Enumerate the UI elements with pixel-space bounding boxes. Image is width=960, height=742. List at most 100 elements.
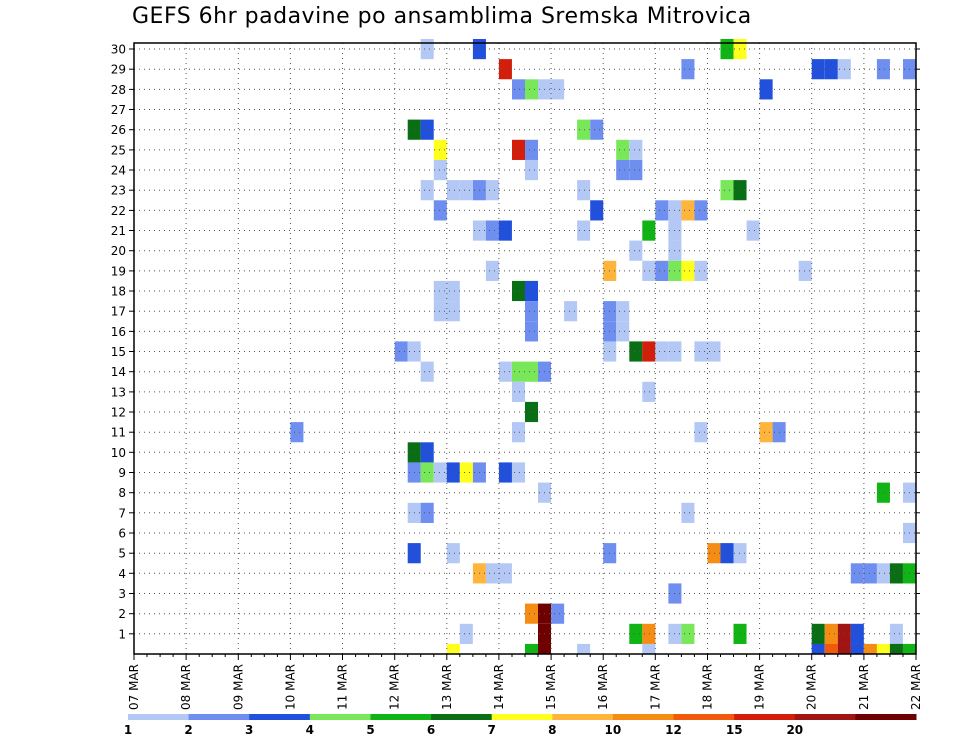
- heatmap-cell: [642, 341, 656, 362]
- heatmap-cell: [551, 79, 565, 100]
- heatmap-cell: [446, 301, 460, 322]
- heatmap-cell: [564, 301, 578, 322]
- chart-title: GEFS 6hr padavine po ansamblima Sremska …: [132, 4, 752, 29]
- heatmap-cell: [720, 543, 734, 564]
- heatmap-cell: [577, 119, 591, 140]
- heatmap-cell: [616, 321, 630, 342]
- plot-frame: [133, 42, 917, 655]
- y-tick-label: 10: [111, 446, 126, 460]
- heatmap-cell: [655, 200, 669, 221]
- legend-label: 4: [306, 723, 314, 737]
- heatmap-cell: [525, 321, 539, 342]
- heatmap-cell: [290, 422, 304, 443]
- heatmap-cell: [876, 643, 890, 654]
- y-tick-label: 4: [118, 567, 126, 581]
- heatmap-cell: [577, 643, 591, 654]
- x-tick-label: 08 MAR: [179, 664, 193, 710]
- heatmap-cell: [863, 563, 877, 584]
- x-tick-label: 15 MAR: [544, 664, 558, 710]
- heatmap-cells: [290, 39, 917, 654]
- y-tick-label: 24: [111, 164, 126, 178]
- legend-swatch: [370, 714, 432, 720]
- heatmap-cell: [629, 160, 643, 181]
- y-tick-label: 28: [111, 83, 126, 97]
- heatmap-cell: [694, 341, 708, 362]
- y-tick-label: 16: [111, 325, 126, 339]
- heatmap-cell: [498, 462, 512, 483]
- heatmap-cell: [485, 220, 499, 241]
- heatmap-cell: [512, 361, 526, 382]
- heatmap-cell: [525, 139, 539, 160]
- y-tick-label: 14: [111, 365, 126, 379]
- heatmap-cell: [525, 643, 539, 654]
- heatmap-cell: [694, 422, 708, 443]
- legend-swatch: [431, 714, 493, 720]
- heatmap-cell: [512, 422, 526, 443]
- legend-label: 20: [786, 723, 803, 737]
- heatmap-cell: [446, 462, 460, 483]
- x-axis: 07 MAR 08 MAR 09 MAR 10 MAR 11 MAR 12 MAR 13 M…: [127, 654, 923, 710]
- heatmap-cell: [850, 623, 864, 644]
- heatmap-cell: [498, 59, 512, 80]
- heatmap-cell: [629, 139, 643, 160]
- heatmap-cell: [903, 643, 917, 654]
- heatmap-cell: [629, 341, 643, 362]
- heatmap-cell: [837, 643, 851, 654]
- heatmap-cell: [420, 119, 434, 140]
- heatmap-cell: [642, 643, 656, 654]
- heatmap-cell: [746, 220, 760, 241]
- x-tick-label: 14 MAR: [492, 664, 506, 710]
- legend-label: 6: [427, 723, 435, 737]
- heatmap-cell: [420, 462, 434, 483]
- heatmap-cell: [446, 280, 460, 302]
- y-tick-label: 29: [111, 63, 126, 77]
- legend-label: 2: [184, 723, 192, 737]
- heatmap-cell: [433, 280, 447, 302]
- y-tick-label: 9: [118, 466, 126, 480]
- heatmap-cell: [629, 240, 643, 261]
- heatmap-cell: [446, 180, 460, 201]
- x-tick-label: 17 MAR: [648, 664, 662, 710]
- heatmap-cell: [525, 603, 539, 624]
- heatmap-cell: [459, 180, 473, 201]
- y-tick-label: 23: [111, 184, 126, 198]
- legend-label: 8: [548, 723, 556, 737]
- heatmap-cell: [889, 643, 903, 654]
- heatmap-cell: [655, 341, 669, 362]
- grid-lines: [134, 43, 917, 654]
- legend-swatch: [249, 714, 311, 720]
- heatmap-cell: [433, 200, 447, 221]
- heatmap-cell: [525, 401, 539, 423]
- legend-swatch: [673, 714, 735, 720]
- heatmap-cell: [681, 59, 695, 80]
- heatmap-cell: [733, 180, 747, 201]
- legend-swatch: [491, 714, 553, 720]
- heatmap-cell: [798, 260, 812, 281]
- heatmap-cell: [433, 301, 447, 322]
- heatmap-cell: [512, 139, 526, 160]
- heatmap-cell: [577, 180, 591, 201]
- heatmap-cell: [446, 643, 460, 654]
- x-tick-label: 18 MAR: [701, 664, 715, 710]
- heatmap-cell: [629, 623, 643, 644]
- heatmap-cell: [551, 603, 565, 624]
- legend-label: 5: [366, 723, 374, 737]
- heatmap-cell: [538, 643, 552, 654]
- heatmap-cell: [720, 39, 734, 60]
- legend-swatch: [128, 714, 190, 720]
- heatmap-cell: [485, 260, 499, 281]
- heatmap-cell: [512, 79, 526, 100]
- heatmap-cell: [420, 361, 434, 382]
- heatmap-cell: [512, 381, 526, 402]
- heatmap-cell: [811, 59, 825, 80]
- heatmap-cell: [420, 39, 434, 60]
- heatmap-cell: [485, 180, 499, 201]
- heatmap-cell: [889, 563, 903, 584]
- heatmap-cell: [733, 39, 747, 60]
- x-tick-label: 13 MAR: [440, 664, 454, 710]
- y-tick-label: 15: [111, 345, 126, 359]
- heatmap-cell: [616, 139, 630, 160]
- heatmap-cell: [590, 119, 604, 140]
- heatmap-cell: [733, 623, 747, 644]
